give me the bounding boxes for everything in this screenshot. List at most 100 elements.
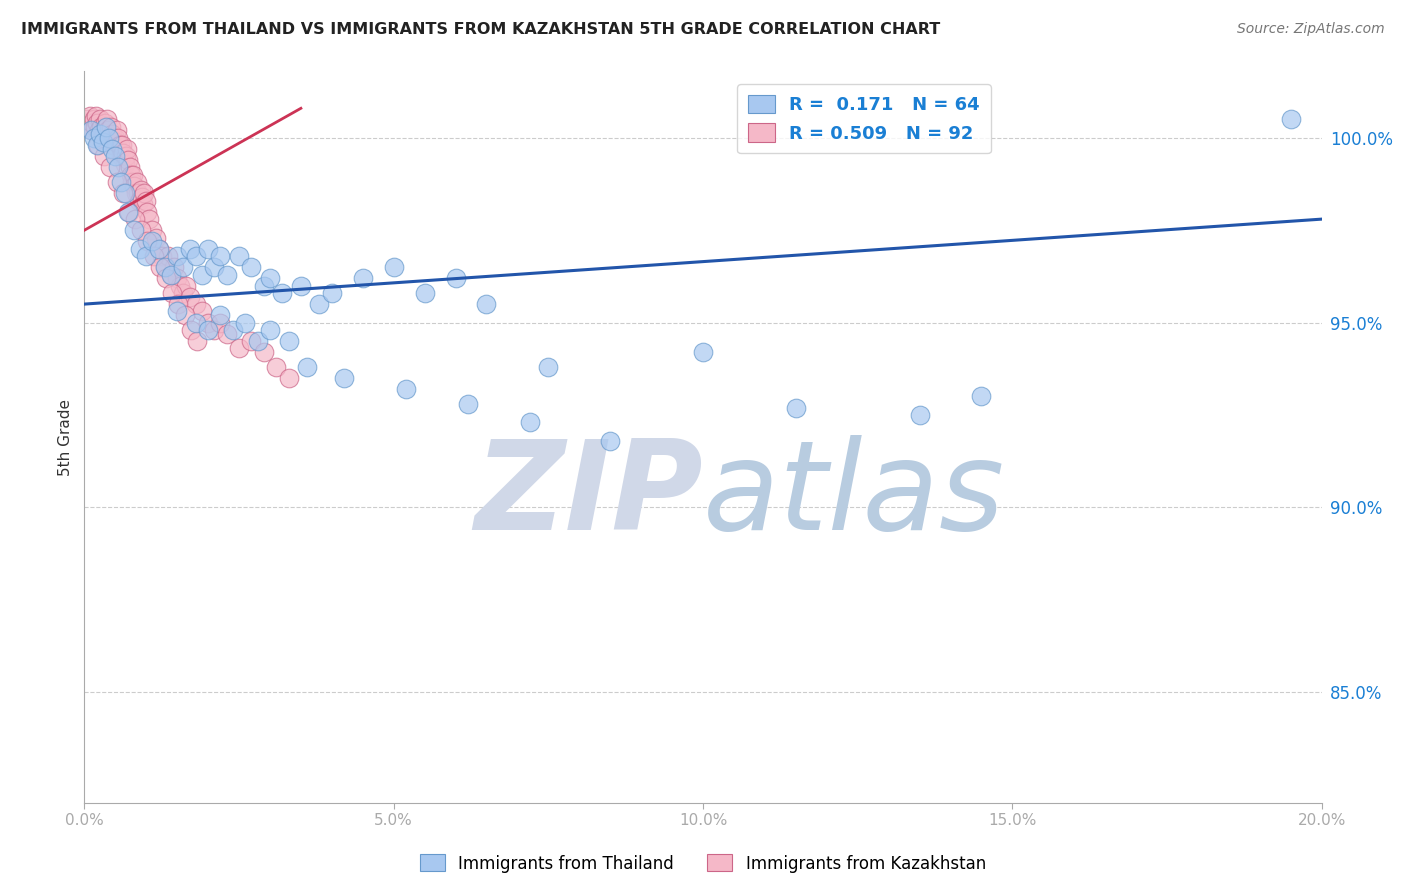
Point bbox=[215, 326, 238, 341]
Point bbox=[114, 149, 136, 163]
Point bbox=[395, 382, 418, 396]
Point bbox=[184, 316, 207, 330]
Point bbox=[84, 109, 107, 123]
Point bbox=[138, 212, 160, 227]
Point bbox=[253, 278, 276, 293]
Point bbox=[457, 397, 479, 411]
Point bbox=[121, 175, 143, 189]
Text: ZIP: ZIP bbox=[474, 435, 703, 556]
Point bbox=[101, 127, 124, 141]
Point bbox=[413, 285, 436, 300]
Point bbox=[89, 127, 111, 141]
Point bbox=[209, 308, 232, 322]
Point bbox=[125, 175, 148, 189]
Point bbox=[191, 268, 214, 282]
Point bbox=[150, 249, 173, 263]
Point bbox=[475, 297, 498, 311]
Point bbox=[352, 271, 374, 285]
Text: atlas: atlas bbox=[703, 435, 1005, 556]
Point bbox=[114, 157, 136, 171]
Point bbox=[91, 135, 114, 149]
Point bbox=[108, 138, 131, 153]
Point bbox=[105, 123, 128, 137]
Point bbox=[179, 242, 201, 256]
Point bbox=[153, 260, 176, 274]
Point bbox=[86, 116, 108, 130]
Point bbox=[96, 112, 118, 127]
Point bbox=[295, 359, 318, 374]
Point bbox=[209, 316, 232, 330]
Point bbox=[131, 190, 153, 204]
Point bbox=[169, 278, 191, 293]
Point bbox=[115, 142, 138, 156]
Point bbox=[215, 268, 238, 282]
Point bbox=[120, 168, 142, 182]
Point bbox=[129, 242, 152, 256]
Point bbox=[145, 230, 167, 244]
Point bbox=[135, 249, 157, 263]
Point bbox=[167, 297, 190, 311]
Point bbox=[104, 131, 127, 145]
Point bbox=[156, 249, 179, 263]
Point bbox=[87, 123, 110, 137]
Point bbox=[91, 131, 114, 145]
Point bbox=[141, 223, 163, 237]
Point bbox=[321, 285, 343, 300]
Point bbox=[233, 316, 256, 330]
Point bbox=[98, 161, 121, 175]
Point bbox=[83, 131, 105, 145]
Point bbox=[148, 242, 170, 256]
Point bbox=[197, 242, 219, 256]
Point bbox=[83, 112, 105, 127]
Point bbox=[1279, 112, 1302, 127]
Point bbox=[908, 408, 931, 422]
Point bbox=[537, 359, 560, 374]
Point bbox=[93, 123, 115, 137]
Point bbox=[166, 304, 188, 318]
Text: Source: ZipAtlas.com: Source: ZipAtlas.com bbox=[1237, 22, 1385, 37]
Point bbox=[129, 223, 152, 237]
Point bbox=[197, 323, 219, 337]
Point bbox=[122, 223, 145, 237]
Point bbox=[100, 120, 122, 134]
Point bbox=[148, 242, 170, 256]
Point bbox=[149, 260, 172, 274]
Point bbox=[128, 194, 150, 208]
Point bbox=[692, 345, 714, 359]
Point bbox=[202, 260, 225, 274]
Point bbox=[135, 204, 157, 219]
Point bbox=[77, 120, 100, 134]
Point bbox=[209, 249, 232, 263]
Point bbox=[93, 149, 115, 163]
Point bbox=[191, 304, 214, 318]
Point bbox=[197, 316, 219, 330]
Point bbox=[160, 268, 183, 282]
Point bbox=[82, 116, 104, 130]
Point bbox=[202, 323, 225, 337]
Point bbox=[101, 142, 124, 156]
Point bbox=[253, 345, 276, 359]
Point bbox=[110, 149, 132, 163]
Point bbox=[98, 131, 121, 145]
Point bbox=[382, 260, 405, 274]
Point bbox=[94, 120, 117, 134]
Point bbox=[136, 235, 159, 249]
Point bbox=[110, 175, 132, 189]
Legend: Immigrants from Thailand, Immigrants from Kazakhstan: Immigrants from Thailand, Immigrants fro… bbox=[413, 847, 993, 880]
Point bbox=[118, 204, 141, 219]
Point bbox=[160, 268, 183, 282]
Point bbox=[98, 131, 121, 145]
Point bbox=[89, 112, 111, 127]
Point bbox=[277, 334, 299, 348]
Point bbox=[125, 186, 148, 201]
Point bbox=[444, 271, 467, 285]
Text: IMMIGRANTS FROM THAILAND VS IMMIGRANTS FROM KAZAKHSTAN 5TH GRADE CORRELATION CHA: IMMIGRANTS FROM THAILAND VS IMMIGRANTS F… bbox=[21, 22, 941, 37]
Point bbox=[271, 285, 294, 300]
Point bbox=[264, 359, 287, 374]
Point bbox=[240, 334, 263, 348]
Point bbox=[80, 123, 103, 137]
Point bbox=[141, 235, 163, 249]
Point bbox=[111, 138, 134, 153]
Point bbox=[222, 323, 245, 337]
Point bbox=[519, 415, 541, 429]
